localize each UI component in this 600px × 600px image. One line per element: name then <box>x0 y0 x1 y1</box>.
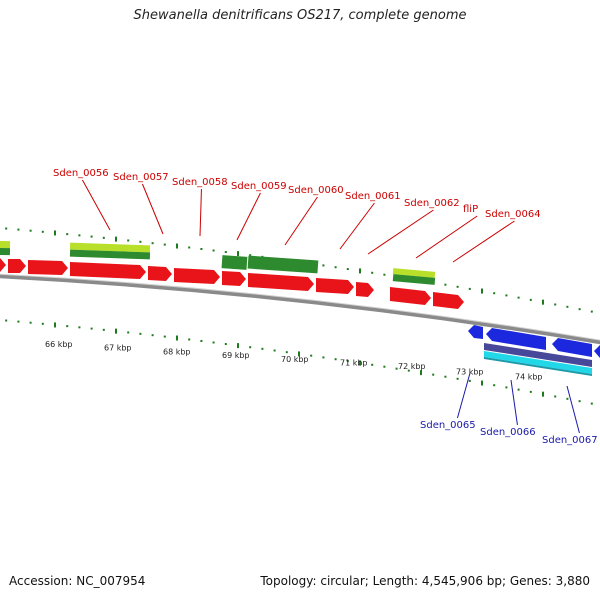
scale-label: 68 kbp <box>163 347 191 356</box>
label-leader <box>141 183 164 235</box>
gene-label[interactable]: Sden_0059 <box>231 181 287 192</box>
topology-label: Topology: circular; Length: 4,545,906 bp… <box>260 574 590 588</box>
cds-arrow <box>0 258 6 272</box>
gene-label[interactable]: Sden_0057 <box>113 172 169 183</box>
scale-label: 67 kbp <box>104 344 132 353</box>
accession-label: Accession: NC_007954 <box>9 574 146 588</box>
forward-cds-track <box>0 258 464 309</box>
gene-label[interactable]: Sden_0058 <box>172 177 228 188</box>
forward-gene-track <box>0 240 436 285</box>
cds-arrow <box>148 266 172 281</box>
label-leader <box>236 192 261 241</box>
cds-arrow <box>222 271 246 286</box>
reverse-gene-block <box>484 343 592 367</box>
inner-tick-row <box>5 319 593 405</box>
label-leader <box>82 179 111 231</box>
gene-block <box>0 240 11 249</box>
cds-arrow <box>248 273 314 291</box>
gene-label[interactable]: Sden_0066 <box>480 427 536 438</box>
scale-labels: 66 kbp 67 kbp 68 kbp 69 kbp 70 kbp 71 kbp 72 k… <box>45 340 543 382</box>
gene-label[interactable]: Sden_0062 <box>404 198 460 209</box>
gene-block <box>247 255 319 274</box>
map-title: Shewanella denitrificans OS217, complete… <box>133 8 467 23</box>
reverse-cds-arrow <box>486 328 546 350</box>
cds-arrow <box>174 268 220 284</box>
reverse-gene-block <box>484 357 592 376</box>
label-leader <box>367 209 434 255</box>
scale-label: 66 kbp <box>45 340 73 349</box>
cds-arrow <box>390 287 431 305</box>
cds-arrow <box>28 260 68 275</box>
reverse-cds-arrow <box>468 325 483 339</box>
label-leader <box>199 188 202 237</box>
gene-block <box>392 268 436 278</box>
scale-label: 72 kbp <box>398 362 426 371</box>
cds-arrow <box>8 259 26 273</box>
scale-label: 73 kbp <box>456 367 484 376</box>
reverse-cds-arrow <box>552 338 592 357</box>
label-leader <box>339 202 375 250</box>
gene-label[interactable]: Sden_0056 <box>53 168 109 179</box>
label-leader <box>415 215 478 259</box>
gene-label[interactable]: Sden_0060 <box>288 185 344 196</box>
label-leader <box>510 379 518 426</box>
cds-arrow <box>356 282 374 297</box>
scale-label: 70 kbp <box>281 355 309 364</box>
reverse-cds-track <box>468 325 600 376</box>
genome-backbone <box>0 274 600 345</box>
label-leader <box>452 220 515 263</box>
cds-arrow <box>70 262 146 279</box>
gene-block <box>69 249 151 260</box>
gene-label[interactable]: Sden_0061 <box>345 191 401 202</box>
scale-label: 71 kbp <box>340 359 368 368</box>
gene-block <box>0 247 11 256</box>
reverse-label-leaders: Sden_0065 Sden_0066 Sden_0067 <box>420 372 598 446</box>
gene-block <box>69 242 151 253</box>
gene-label[interactable]: Sden_0065 <box>420 420 476 431</box>
gene-block <box>392 274 436 285</box>
forward-label-leaders: Sden_0056 Sden_0057 Sden_0058 Sden_0059 Sden… <box>53 168 541 263</box>
scale-label: 69 kbp <box>222 351 250 360</box>
label-leader <box>456 372 471 419</box>
gene-label[interactable]: Sden_0064 <box>485 209 541 220</box>
gene-label[interactable]: fliP <box>463 204 478 215</box>
label-leader <box>566 385 580 434</box>
scale-label: 74 kbp <box>515 373 543 382</box>
label-leader <box>284 196 318 246</box>
cds-arrow <box>316 278 354 294</box>
reverse-gene-block <box>484 351 592 374</box>
gene-block <box>221 255 248 270</box>
cds-arrow <box>433 292 464 309</box>
gene-label[interactable]: Sden_0067 <box>542 435 598 446</box>
reverse-cds-arrow <box>594 345 600 358</box>
